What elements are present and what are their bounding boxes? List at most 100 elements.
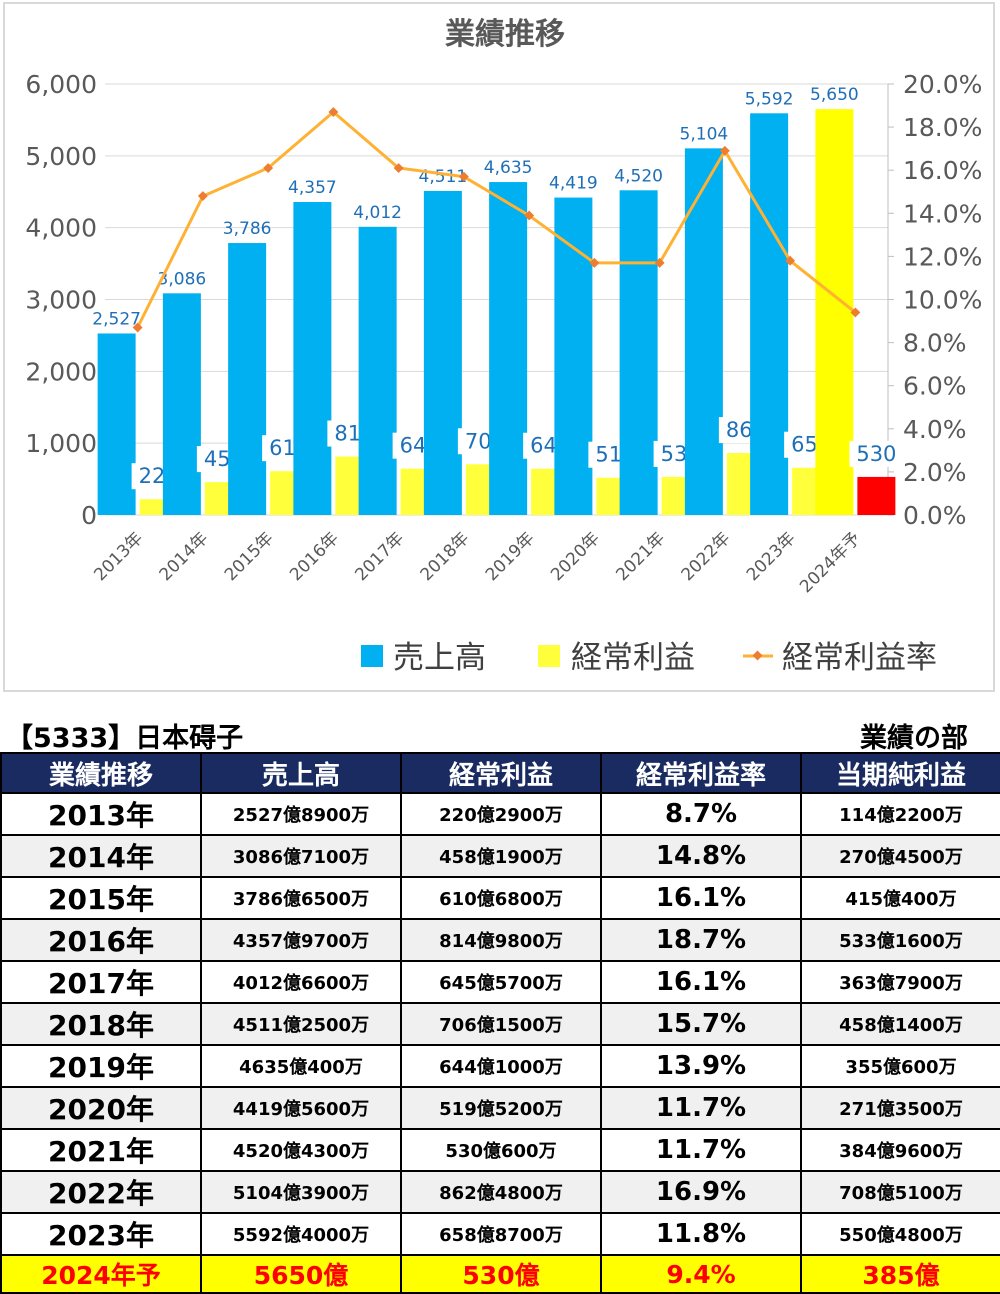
table-cell: 8.7%: [600, 792, 802, 836]
table-cell: 2019年: [0, 1044, 202, 1088]
rate-marker: [524, 210, 535, 221]
sales-bar: [750, 113, 789, 516]
y-right-tick-label: 16.0%: [903, 156, 982, 185]
table-row: 2023年 5592億4000万 658億8700万 11.8% 550億4800万: [0, 1212, 1000, 1256]
table-row: 2019年 4635億400万 644億1000万 13.9% 355億600万: [0, 1044, 1000, 1088]
profit-data-label: 530: [856, 442, 896, 466]
performance-table: 業績推移 売上高 経常利益 経常利益率 当期純利益 2013年 2527億8900…: [0, 752, 1000, 1294]
rate-marker: [785, 255, 796, 266]
sales-bar: [554, 197, 593, 516]
table-cell: 11.7%: [600, 1086, 802, 1130]
legend-swatch-profit: [538, 645, 560, 667]
table-row: 2021年 4520億4300万 530億600万 11.7% 384億9600万: [0, 1128, 1000, 1172]
table-cell: 658億8700万: [400, 1212, 602, 1256]
y-right-tick-label: 6.0%: [903, 372, 967, 401]
legend-label-sales: 売上高: [393, 640, 486, 676]
sales-bar: [358, 226, 397, 515]
table-cell: 645億5700万: [400, 960, 602, 1004]
y-right-tick-label: 10.0%: [903, 286, 982, 315]
table-cell: 385億: [800, 1254, 1000, 1294]
table-cell: 2017年: [0, 960, 202, 1004]
table-cell: 114億2200万: [800, 792, 1000, 836]
sales-data-label: 4,419: [549, 174, 598, 194]
table-cell: 4357億9700万: [200, 918, 402, 962]
x-tick-label: 2017年: [351, 528, 408, 585]
rate-marker: [719, 145, 730, 156]
y-left-tick-label: 0: [81, 501, 97, 530]
table-cell: 270億4500万: [800, 834, 1000, 878]
chart-panel: 業績推移 0 1,000 2,000 3,000 4,000 5,000 6,000 0.0% 2…: [3, 2, 995, 692]
table-row: 2017年 4012億6600万 645億5700万 16.1% 363億7900万: [0, 960, 1000, 1004]
y-right-tick-label: 4.0%: [903, 415, 967, 444]
y-right-tick-label: 14.0%: [903, 199, 982, 228]
y-right-tick-label: 2.0%: [903, 458, 967, 487]
rate-marker: [197, 191, 208, 202]
x-tick-label: 2024年予: [796, 528, 865, 597]
sales-data-label: 4,357: [288, 178, 337, 198]
table-cell: 706億1500万: [400, 1002, 602, 1046]
sales-bar: [619, 190, 658, 515]
header-cell: 当期純利益: [800, 752, 1000, 794]
table-cell: 363億7900万: [800, 960, 1000, 1004]
chart-title: 業績推移: [445, 17, 565, 52]
x-tick-label: 2021年: [612, 528, 669, 585]
table-cell: 550億4800万: [800, 1212, 1000, 1256]
rate-marker: [850, 307, 861, 318]
table-cell: 708億5100万: [800, 1170, 1000, 1214]
table-row: 2016年 4357億9700万 814億9800万 18.7% 533億1600万: [0, 918, 1000, 962]
x-tick-label: 2016年: [286, 528, 343, 585]
sales-data-label: 2,527: [92, 309, 141, 329]
table-cell: 2021年: [0, 1128, 202, 1172]
y-left-tick-label: 3,000: [25, 286, 97, 315]
table-cell: 11.7%: [600, 1128, 802, 1172]
x-tick-label: 2020年: [547, 528, 604, 585]
table-cell: 814億9800万: [400, 918, 602, 962]
table-cell: 2020年: [0, 1086, 202, 1130]
sales-data-label: 5,104: [680, 124, 729, 144]
rate-marker: [263, 163, 274, 173]
sales-bar: [293, 202, 332, 516]
table-cell: 384億9600万: [800, 1128, 1000, 1172]
x-tick-label: 2015年: [221, 528, 278, 585]
table-row: 2018年 4511億2500万 706億1500万 15.7% 458億1400万: [0, 1002, 1000, 1046]
y-right-tick-label: 0.0%: [903, 501, 967, 530]
table-cell: 5104億3900万: [200, 1170, 402, 1214]
sales-data-label: 5,650: [810, 85, 859, 105]
sales-bar: [489, 182, 528, 516]
legend-swatch-rate-marker: [752, 650, 763, 661]
sales-bar: [684, 148, 723, 515]
table-cell: 644億1000万: [400, 1044, 602, 1088]
sales-data-label: 4,012: [353, 203, 402, 223]
sales-data-label: 4,520: [614, 166, 663, 186]
table-cell: 271億3500万: [800, 1086, 1000, 1130]
sales-bar: [162, 293, 201, 515]
y-right-tick-label: 12.0%: [903, 242, 982, 271]
y-left-tick-label: 1,000: [25, 429, 97, 458]
table-cell: 519億5200万: [400, 1086, 602, 1130]
sales-data-label: 3,786: [223, 219, 272, 239]
legend-swatch-sales: [361, 645, 383, 667]
profit-label-bg: [849, 440, 904, 467]
header-cell: 業績推移: [0, 752, 202, 794]
company-title: 【5333】日本碍子: [6, 723, 244, 754]
table-cell: 220億2900万: [400, 792, 602, 836]
table-cell: 2013年: [0, 792, 202, 836]
table-cell: 11.8%: [600, 1212, 802, 1256]
header-cell: 売上高: [200, 752, 402, 794]
table-cell: 2023年: [0, 1212, 202, 1256]
legend-label-profit: 経常利益: [571, 640, 695, 676]
sales-data-label: 3,086: [158, 269, 207, 289]
table-cell: 16.9%: [600, 1170, 802, 1214]
forecast-row: 2024年予 5650億 530億 9.4% 385億: [0, 1254, 1000, 1294]
table-cell: 2527億8900万: [200, 792, 402, 836]
table-cell: 2018年: [0, 1002, 202, 1046]
table-cell: 2015年: [0, 876, 202, 920]
y-left-tick-label: 5,000: [25, 142, 97, 171]
table-cell: 610億6800万: [400, 876, 602, 920]
table-cell: 16.1%: [600, 876, 802, 920]
sales-data-label: 4,635: [484, 158, 533, 178]
table-cell: 2022年: [0, 1170, 202, 1214]
profit-bar: [857, 476, 896, 515]
table-cell: 3786億6500万: [200, 876, 402, 920]
table-cell: 458億1400万: [800, 1002, 1000, 1046]
